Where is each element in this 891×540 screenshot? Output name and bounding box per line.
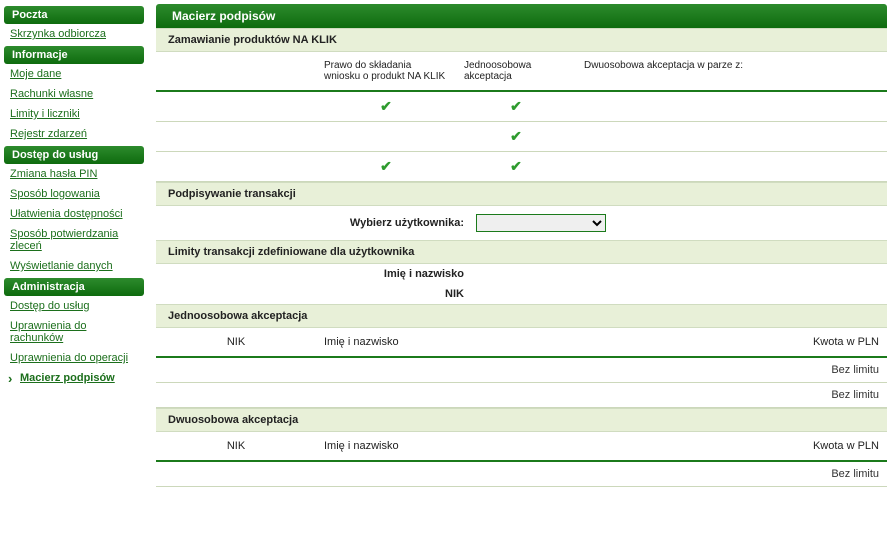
sidebar-section-administracja: Administracja [4, 278, 144, 296]
sidebar-item-zmiana-hasla[interactable]: Zmiana hasła PIN [4, 164, 144, 184]
sidebar-section-dostep: Dostęp do usług [4, 146, 144, 164]
label-name: Imię i nazwisko [156, 268, 476, 280]
order-row: ✔ ✔ [156, 152, 887, 181]
col-nik: NIK [156, 328, 316, 356]
sidebar-section-informacje: Informacje [4, 46, 144, 64]
select-user-label: Wybierz użytkownika: [156, 217, 476, 229]
sidebar-item-uprawnienia-operacji[interactable]: Uprawnienia do operacji [4, 348, 144, 368]
check-icon: ✔ [380, 158, 392, 174]
sidebar-item-ulatwienia[interactable]: Ułatwienia dostępności [4, 204, 144, 224]
sidebar-item-limity-liczniki[interactable]: Limity i liczniki [4, 104, 144, 124]
sidebar-item-sposob-potwierdzania[interactable]: Sposób potwierdzania zleceń [4, 224, 144, 256]
page-title: Macierz podpisów [156, 4, 887, 28]
sidebar-item-uprawnienia-rachunkow[interactable]: Uprawnienia do rachunków [4, 316, 144, 348]
sidebar: Poczta Skrzynka odbiorcza Informacje Moj… [4, 4, 144, 487]
sidebar-item-macierz-podpisow[interactable]: Macierz podpisów [4, 368, 144, 388]
check-icon: ✔ [380, 98, 392, 114]
col-amount: Kwota w PLN [767, 328, 887, 356]
sidebar-section-poczta: Poczta [4, 6, 144, 24]
main-panel: Macierz podpisów Zamawianie produktów NA… [156, 4, 887, 487]
section-limits: Limity transakcji zdefiniowane dla użytk… [156, 240, 887, 264]
col-name: Imię i nazwisko [316, 432, 767, 460]
sidebar-item-wyswietlanie-danych[interactable]: Wyświetlanie danych [4, 256, 144, 276]
col-right-to-apply: Prawo do składania wniosku o produkt NA … [316, 52, 456, 90]
sidebar-item-sposob-logowania[interactable]: Sposób logowania [4, 184, 144, 204]
label-nik: NIK [156, 288, 476, 300]
check-icon: ✔ [510, 158, 522, 174]
order-row: ✔ [156, 122, 887, 151]
sidebar-item-rachunki-wlasne[interactable]: Rachunki własne [4, 84, 144, 104]
check-icon: ✔ [510, 128, 522, 144]
check-icon: ✔ [510, 98, 522, 114]
section-signing: Podpisywanie transakcji [156, 182, 887, 206]
sidebar-item-skrzynka-odbiorcza[interactable]: Skrzynka odbiorcza [4, 24, 144, 44]
section-pair-accept: Dwuosobowa akceptacja [156, 408, 887, 432]
section-single-accept: Jednoosobowa akceptacja [156, 304, 887, 328]
col-single-accept: Jednoosobowa akceptacja [456, 52, 576, 90]
pair-accept-table: NIK Imię i nazwisko Kwota w PLN [156, 432, 887, 460]
order-row: ✔ ✔ [156, 92, 887, 121]
sidebar-item-rejestr-zdarzen[interactable]: Rejestr zdarzeń [4, 124, 144, 144]
amount-cell: Bez limitu [767, 358, 887, 382]
select-user[interactable] [476, 214, 606, 232]
section-order-products: Zamawianie produktów NA KLIK [156, 28, 887, 52]
sidebar-item-dostep-do-uslug[interactable]: Dostęp do usług [4, 296, 144, 316]
col-amount: Kwota w PLN [767, 432, 887, 460]
amount-cell: Bez limitu [767, 383, 887, 407]
table-row: Bez limitu [156, 383, 887, 407]
col-nik: NIK [156, 432, 316, 460]
table-row: Bez limitu [156, 462, 887, 486]
sidebar-item-moje-dane[interactable]: Moje dane [4, 64, 144, 84]
order-products-table: Prawo do składania wniosku o produkt NA … [156, 52, 887, 90]
amount-cell: Bez limitu [767, 462, 887, 486]
col-name: Imię i nazwisko [316, 328, 767, 356]
single-accept-table: NIK Imię i nazwisko Kwota w PLN [156, 328, 887, 356]
table-row: Bez limitu [156, 358, 887, 382]
col-pair-accept: Dwuosobowa akceptacja w parze z: [576, 52, 887, 90]
